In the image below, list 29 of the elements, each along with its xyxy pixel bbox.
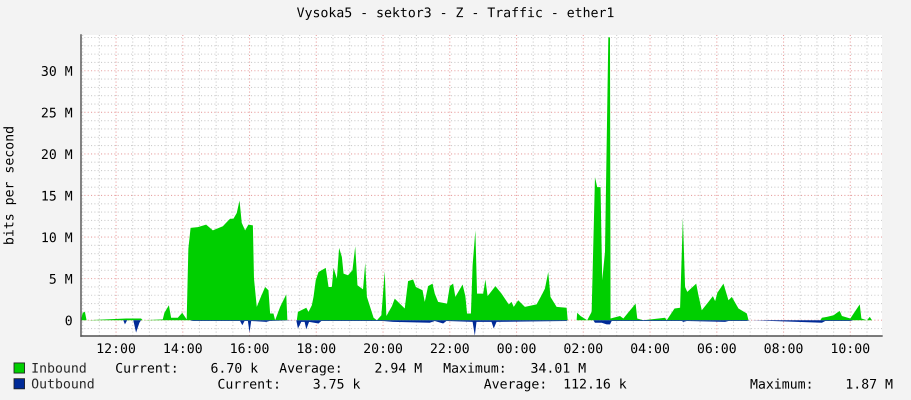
y-axis-title: bits per second xyxy=(3,127,16,244)
text: Current: 3.75 k xyxy=(218,378,360,389)
text: Average: 112.16 k xyxy=(484,378,627,392)
y-tick-label: 25 M xyxy=(42,108,72,118)
x-tick-label: 12:00 xyxy=(98,343,136,354)
text: Maximum: 1.87 M xyxy=(750,378,892,389)
x-tick-label: 10:00 xyxy=(832,343,870,354)
legend-label: Inbound xyxy=(32,362,86,373)
text: Current: 6.70 k xyxy=(116,362,258,373)
x-tick-label: 20:00 xyxy=(364,343,402,354)
x-tick-label: 18:00 xyxy=(298,343,336,354)
y-tick-label: 15 M xyxy=(42,190,72,201)
x-tick-label: 22:00 xyxy=(430,343,469,354)
y-tick-label: 10 M xyxy=(42,232,72,242)
x-tick-label: 06:00 xyxy=(698,343,736,354)
x-tick-label: 00:00 xyxy=(498,343,536,354)
x-tick-label: 08:00 xyxy=(764,343,803,354)
text: Average: 2.94 M xyxy=(279,362,422,376)
y-tick-label: 0 xyxy=(66,315,72,326)
y-tick-label: 5 M xyxy=(50,274,72,284)
y-tick-label: 20 M xyxy=(42,149,72,160)
x-tick-label: 04:00 xyxy=(631,343,670,354)
x-tick-label: 02:00 xyxy=(564,343,602,354)
legend-label: Outbound xyxy=(32,378,94,389)
chart-title: Vysoka5 - sektor3 - Z - Traffic - ether1 xyxy=(297,7,614,20)
text: Maximum: 34.01 M xyxy=(444,362,586,373)
x-tick-label: 14:00 xyxy=(164,343,202,354)
y-tick-label: 30 M xyxy=(42,66,72,76)
x-tick-label: 16:00 xyxy=(231,343,269,354)
